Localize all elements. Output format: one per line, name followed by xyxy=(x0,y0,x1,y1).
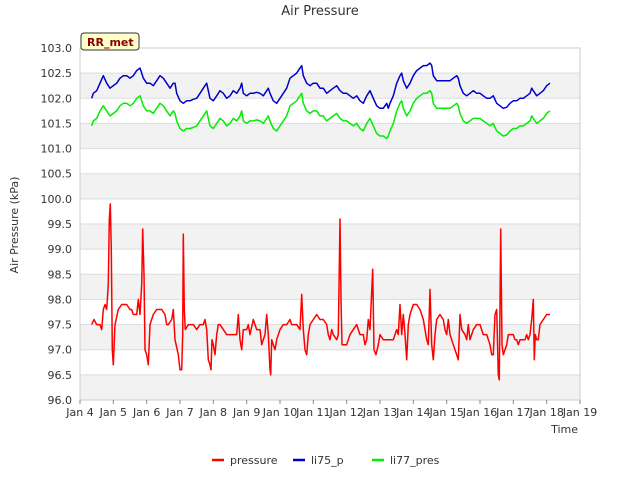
y-tick-label: 101.5 xyxy=(41,117,73,130)
grid-band xyxy=(80,224,580,250)
x-tick-label: Jan 15 xyxy=(428,406,463,419)
grid-band xyxy=(80,274,580,300)
y-tick-label: 98.5 xyxy=(48,268,73,281)
source-badge: RR_met xyxy=(80,32,140,51)
series-layer xyxy=(90,62,551,381)
legend-label: pressure xyxy=(230,454,278,467)
x-axis-title: Time xyxy=(550,423,578,436)
y-tick-label: 98.0 xyxy=(48,293,73,306)
grid-band xyxy=(80,123,580,149)
legend-label: li77_pres xyxy=(390,454,440,467)
series-line-pressure xyxy=(91,203,550,381)
x-tick-label: Jan 4 xyxy=(65,406,93,419)
y-tick-label: 102.0 xyxy=(41,92,73,105)
y-tick-label: 99.0 xyxy=(48,243,73,256)
grid-band xyxy=(80,374,580,400)
x-tick-label: Jan 5 xyxy=(99,406,127,419)
source-badge-label: RR_met xyxy=(87,36,134,49)
series-line-li77-pres xyxy=(90,89,551,140)
x-tick-label: Jan 7 xyxy=(165,406,193,419)
y-tick-label: 103.0 xyxy=(41,42,73,55)
series-line-li75-p xyxy=(90,62,551,110)
source-badge-box xyxy=(80,32,140,51)
y-tick-label: 100.5 xyxy=(41,168,73,181)
y-tick-label: 96.5 xyxy=(48,369,73,382)
y-tick-label: 99.5 xyxy=(48,218,73,231)
x-axis-ticks: Jan 4 Jan 5 Jan 6 Jan 7 Jan 8 Jan 9 Jan 10Jan … xyxy=(65,400,597,419)
chart-title: Air Pressure xyxy=(281,4,359,19)
x-tick-label: Jan 19 xyxy=(562,406,597,419)
y-tick-label: 97.0 xyxy=(48,344,73,357)
x-tick-label: Jan 17 xyxy=(495,406,530,419)
legend: pressure li75_p li77_pres xyxy=(212,454,440,467)
y-tick-label: 96.0 xyxy=(48,394,73,407)
plot-frame xyxy=(79,47,581,401)
x-tick-label: Jan 9 xyxy=(232,406,260,419)
y-tick-label: 97.5 xyxy=(48,319,73,332)
y-axis-title: Air Pressure (kPa) xyxy=(8,177,21,274)
x-tick-label: Jan 14 xyxy=(395,406,430,419)
y-tick-label: 101.0 xyxy=(41,143,73,156)
grid-band xyxy=(80,73,580,99)
grid-band xyxy=(80,173,580,199)
x-tick-label: Jan 8 xyxy=(199,406,227,419)
x-tick-label: Jan 13 xyxy=(362,406,397,419)
x-tick-label: Jan 18 xyxy=(528,406,563,419)
x-tick-label: Jan 16 xyxy=(462,406,497,419)
x-tick-label: Jan 12 xyxy=(328,406,363,419)
x-tick-label: Jan 11 xyxy=(295,406,330,419)
x-tick-label: Jan 6 xyxy=(132,406,160,419)
y-tick-label: 100.0 xyxy=(41,193,73,206)
y-axis-ticks: 96.0 96.5 97.0 97.5 98.0 98.5 99.0 99.5 100.0 100… xyxy=(41,42,73,407)
legend-label: li75_p xyxy=(311,454,344,467)
x-tick-label: Jan 10 xyxy=(262,406,297,419)
y-tick-label: 102.5 xyxy=(41,67,73,80)
